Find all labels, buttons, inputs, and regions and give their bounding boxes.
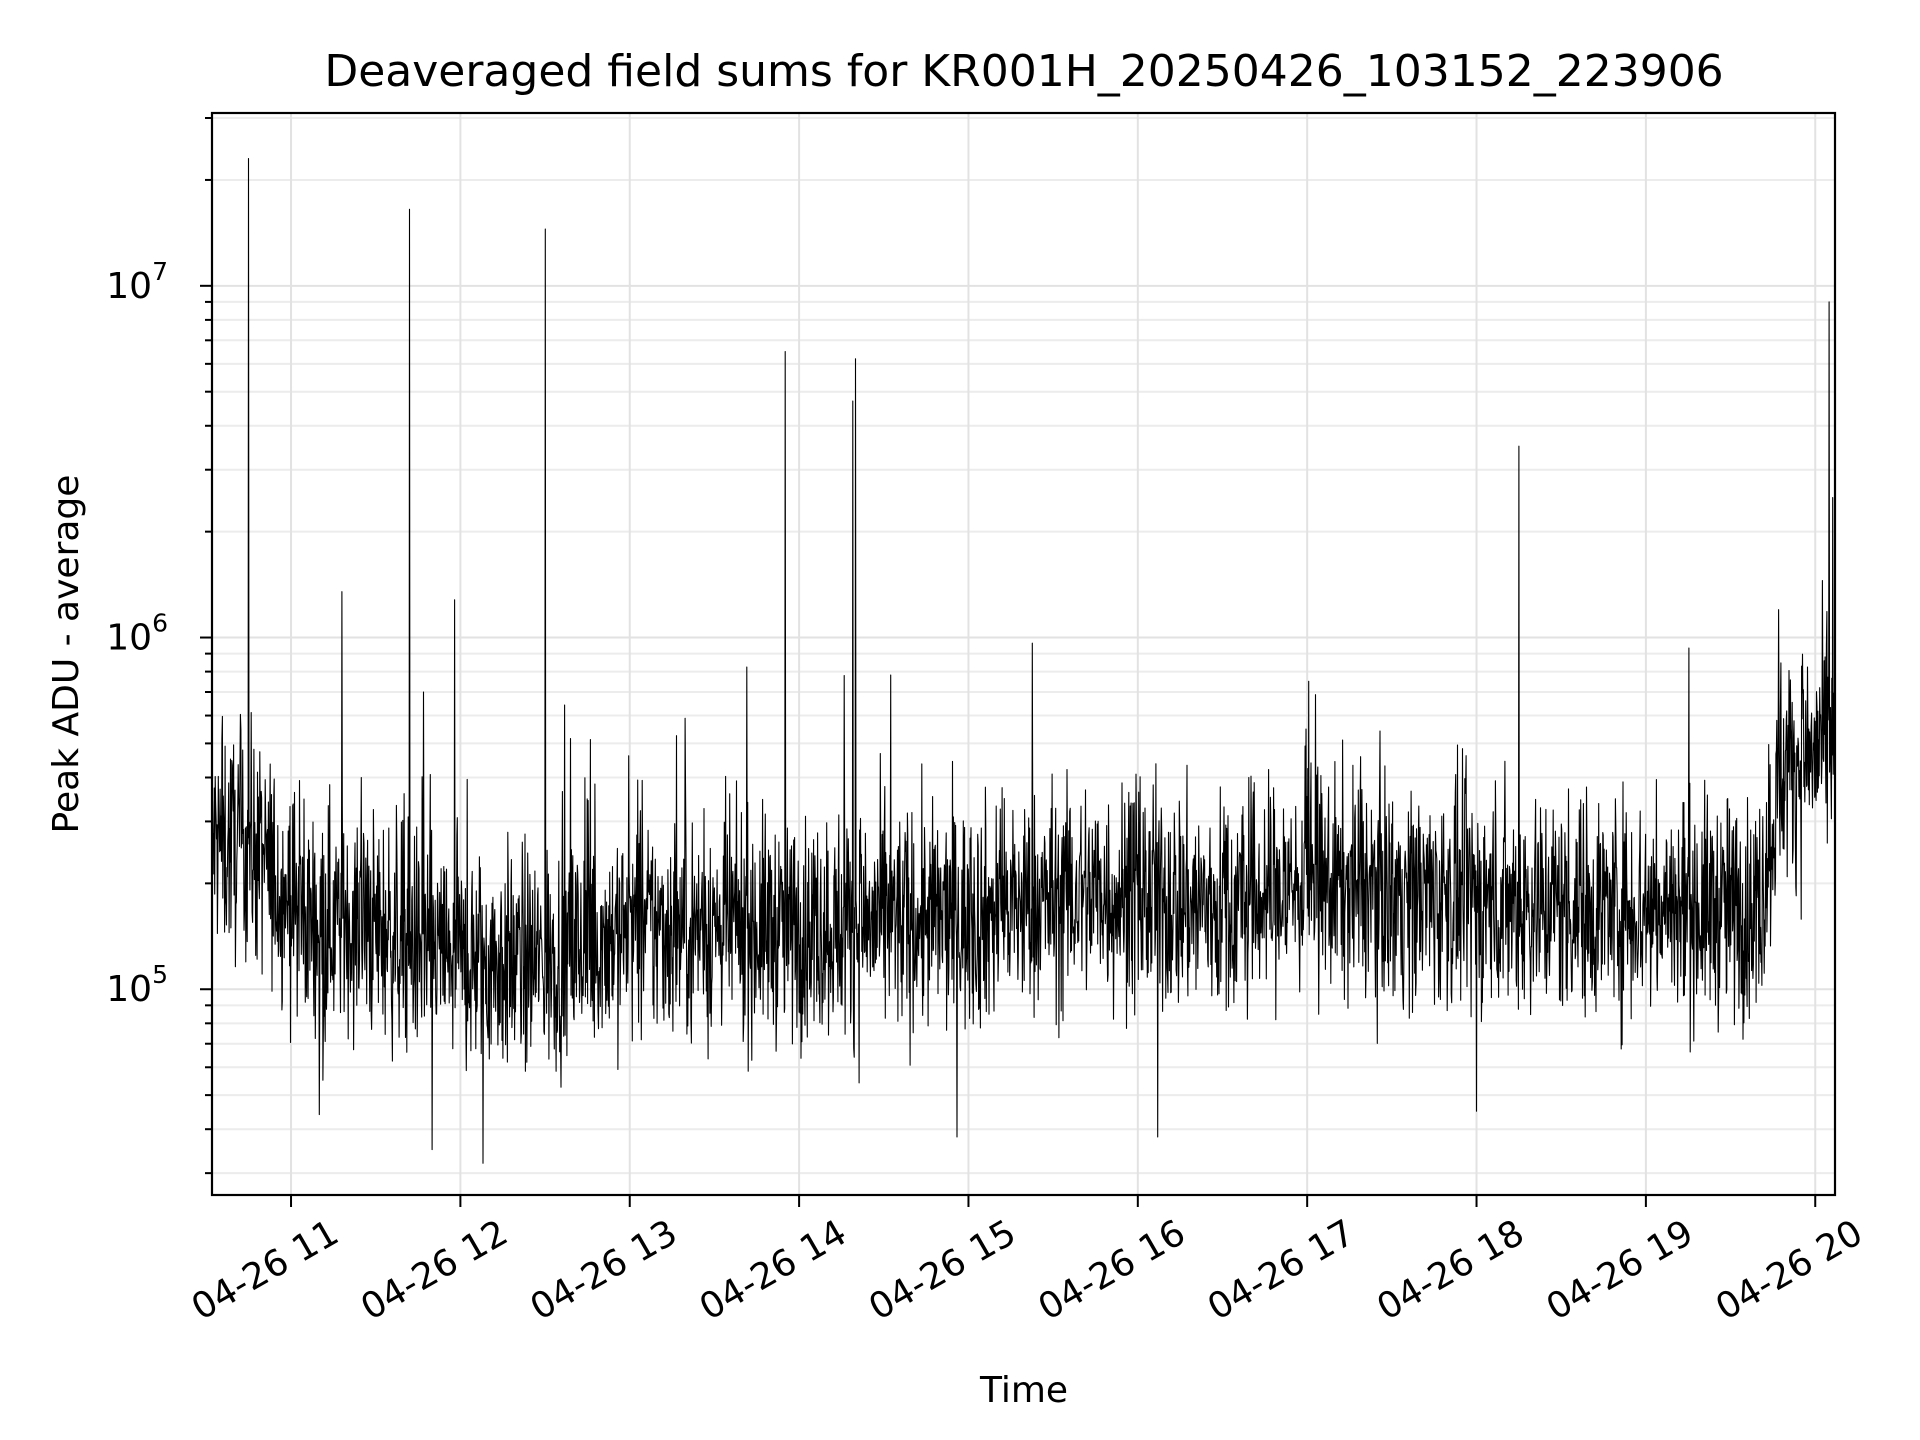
y-tick-label: 107 (106, 257, 168, 307)
x-axis-label: Time (979, 1370, 1068, 1411)
chart-title: Deaveraged field sums for KR001H_2025042… (324, 46, 1723, 97)
y-tick-label-exponent: 6 (152, 609, 168, 638)
y-axis-label: Peak ADU - average (46, 475, 87, 834)
y-tick-label: 106 (106, 609, 168, 659)
y-tick-label-base: 10 (106, 618, 152, 659)
series-line (211, 158, 1836, 1164)
y-tick-label-base: 10 (106, 266, 152, 307)
y-tick-label-base: 10 (106, 969, 152, 1010)
y-tick-label-exponent: 7 (152, 257, 168, 286)
y-tick-label-exponent: 5 (152, 960, 168, 989)
series-layer (211, 158, 1836, 1164)
y-tick-label: 105 (106, 960, 168, 1010)
